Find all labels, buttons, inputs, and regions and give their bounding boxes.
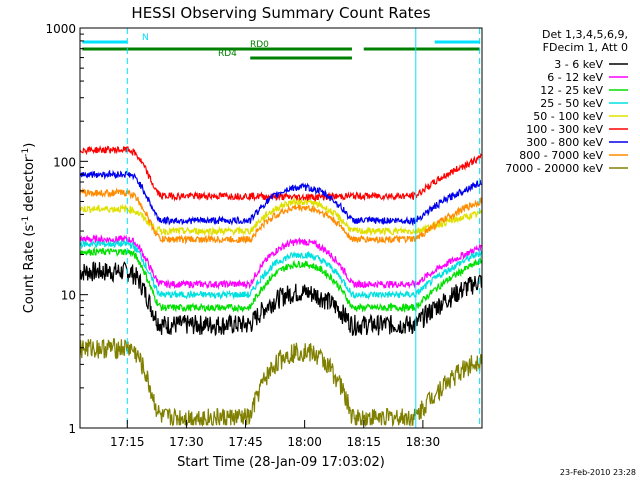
flag-label-rd4: RD4: [218, 49, 237, 59]
series-line-5: [80, 145, 482, 202]
y-tick-label-3: 1000: [45, 22, 76, 36]
legend-label-1: 6 - 12 keV: [547, 71, 603, 84]
x-tick-label-2: 17:45: [228, 435, 263, 449]
legend-label-5: 100 - 300 keV: [526, 123, 603, 136]
plot-frame: [79, 27, 483, 429]
x-tick-label-5: 18:30: [406, 435, 441, 449]
legend-header-0: Det 1,3,4,5,6,9,: [542, 28, 628, 41]
y-axis-label-mid: detector: [22, 156, 37, 216]
x-tick-label-3: 18:00: [287, 435, 322, 449]
y-axis-label-sup1: -1: [21, 216, 31, 225]
legend-label-0: 3 - 6 keV: [554, 58, 603, 71]
y-axis-label-sup2: -1: [21, 148, 31, 157]
legend-label-8: 7000 - 20000 keV: [505, 162, 603, 175]
series-line-1: [80, 234, 482, 290]
legend-label-4: 50 - 100 keV: [533, 110, 603, 123]
x-tick-label-1: 17:30: [169, 435, 204, 449]
legend-label-6: 300 - 800 keV: [526, 136, 603, 149]
series-line-3: [80, 239, 482, 301]
series-line-7: [80, 187, 482, 245]
series-layer: [80, 145, 482, 428]
y-axis: 1 10 100 1000: [45, 22, 88, 436]
legend-label-7: 800 - 7000 keV: [519, 149, 603, 162]
y-tick-label-2: 100: [53, 155, 76, 169]
y-axis-label-end: ): [22, 143, 37, 148]
legend-header-1: FDecim 1, Att 0: [543, 41, 628, 54]
flag-label-rd0: RD0: [250, 40, 269, 50]
legend-label-3: 25 - 50 keV: [540, 97, 603, 110]
y-tick-label-0: 1: [68, 422, 76, 436]
x-axis-label: Start Time (28-Jan-09 17:03:02): [177, 455, 385, 470]
x-axis: 17:15 17:30 17:45 18:00 18:15 18:30: [110, 420, 440, 449]
y-axis-label-main: Count Rate (s: [22, 225, 37, 314]
x-tick-label-4: 18:15: [346, 435, 381, 449]
y-axis-label: Count Rate (s-1 detector-1): [21, 143, 37, 314]
series-line-8: [80, 338, 482, 428]
chart-title: HESSI Observing Summary Count Rates: [131, 4, 430, 22]
flag-label-n: N: [142, 33, 149, 43]
footer-date: 23-Feb-2010 23:28: [560, 468, 636, 477]
legend-label-2: 12 - 25 keV: [540, 84, 603, 97]
series-line-2: [80, 246, 482, 314]
series-line-6: [80, 169, 482, 227]
y-tick-label-1: 10: [61, 289, 76, 303]
series-line-0: [80, 261, 482, 337]
series-line-4: [80, 196, 482, 237]
x-tick-label-0: 17:15: [110, 435, 145, 449]
legend: Det 1,3,4,5,6,9,FDecim 1, Att 0 3 - 6 keV…: [505, 28, 628, 175]
